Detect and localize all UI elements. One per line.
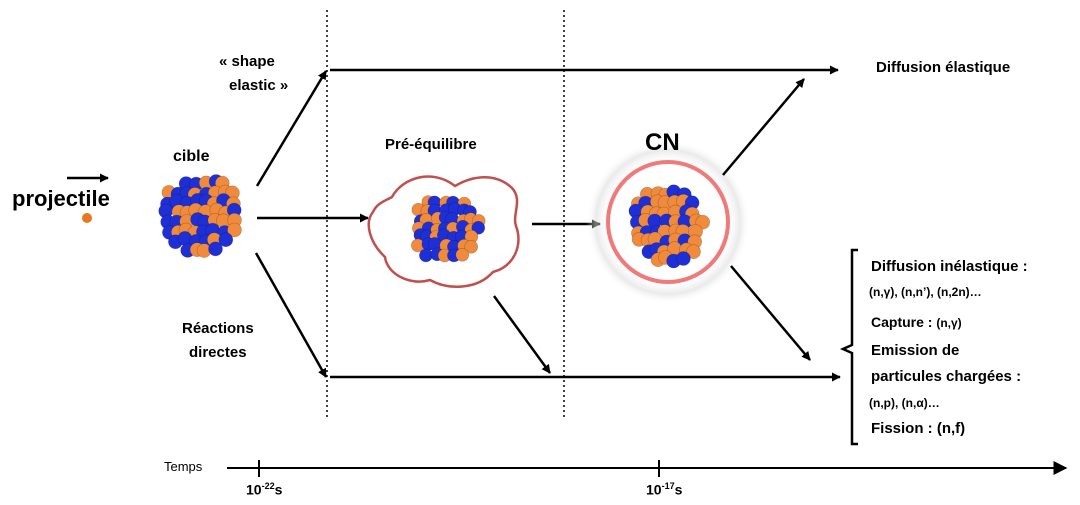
cible-label: cible	[173, 148, 209, 166]
shape-elastic-label-line2: elastic »	[229, 77, 288, 94]
fission-row: Fission : (n,f)	[871, 420, 965, 437]
arrow-pre-to-direct	[494, 296, 550, 373]
cn-label: CN	[645, 129, 680, 157]
capture-label: Capture :	[871, 314, 932, 330]
fission-channel: (n,f)	[937, 420, 965, 437]
emission-line1: Emission de	[871, 342, 959, 359]
outcomes-bracket	[843, 250, 858, 444]
time-tick-2-label: 10-17s	[646, 481, 682, 498]
preequilibrium-label: Pré-équilibre	[385, 136, 477, 153]
projectile-particle	[82, 213, 92, 223]
emission-channels: (n,p), (n,α)…	[869, 396, 940, 410]
inelastic-title: Diffusion inélastique :	[871, 258, 1028, 275]
time-axis-label: Temps	[164, 459, 202, 474]
target-nucleus	[159, 175, 242, 258]
inelastic-channels: (n,γ), (n,n’), (n,2n)…	[869, 285, 982, 299]
tick1-unit: s	[275, 482, 283, 498]
shape-elastic-label-line1: « shape	[219, 53, 275, 70]
reactions-directes-label-line1: Réactions	[182, 320, 254, 337]
nucleon	[209, 242, 223, 256]
fission-label: Fission :	[871, 420, 933, 437]
tick2-unit: s	[675, 482, 683, 498]
tick2-exponent: -17	[662, 481, 675, 491]
elastic-scattering-label: Diffusion élastique	[876, 59, 1010, 76]
tick2-base: 10	[646, 482, 662, 498]
tick1-exponent: -22	[262, 481, 275, 491]
emission-line2: particules chargées :	[871, 368, 1021, 385]
tick1-base: 10	[246, 482, 262, 498]
capture-channel: (n,γ)	[936, 316, 961, 330]
capture-row: Capture : (n,γ)	[871, 314, 962, 330]
arrow-direct-down	[256, 253, 326, 377]
nucleon	[456, 248, 469, 261]
projectile-label: projectile	[12, 186, 110, 212]
nucleon	[676, 252, 690, 266]
arrow-cn-to-elastic	[723, 79, 804, 175]
arrow-cn-to-outcomes	[731, 266, 810, 360]
reactions-directes-label-line2: directes	[189, 344, 247, 361]
time-tick-1-label: 10-22s	[246, 481, 282, 498]
